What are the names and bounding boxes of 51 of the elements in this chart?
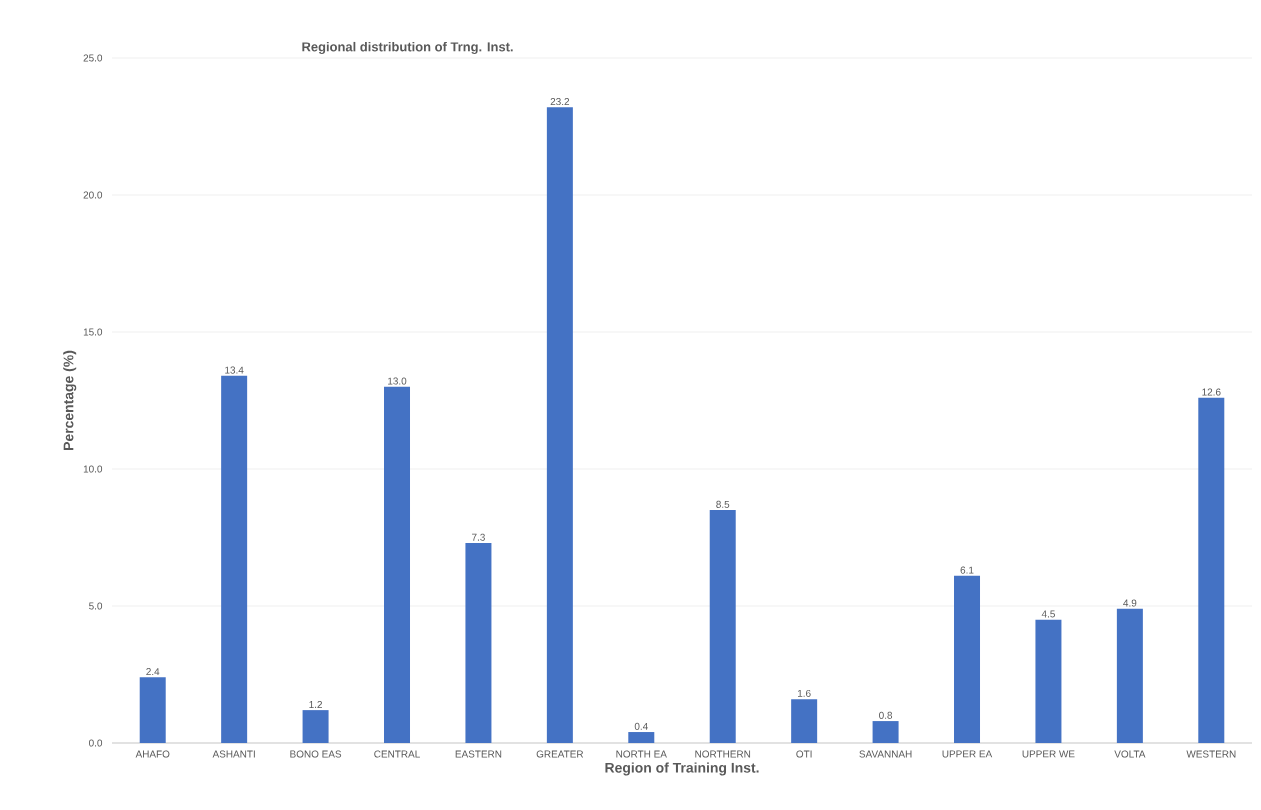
data-label: 8.5 <box>716 500 730 508</box>
bar <box>465 542 492 743</box>
x-tick-label: OTI <box>796 750 812 758</box>
x-tick-label: WESTERN <box>1186 750 1236 758</box>
bar <box>221 375 248 743</box>
x-tick-label: AHAFO <box>135 750 170 758</box>
y-tick-label: 15.0 <box>83 328 103 336</box>
x-tick-label: CENTRAL <box>374 750 420 758</box>
y-axis-title: Percentage (%) <box>63 350 77 450</box>
x-tick-label: UPPER EA <box>942 750 993 758</box>
x-tick-label: BONO EAS <box>290 750 342 758</box>
x-tick-label: UPPER WE <box>1022 750 1075 758</box>
bar <box>546 107 573 743</box>
data-label: 12.6 <box>1202 388 1221 396</box>
data-label: 4.9 <box>1123 599 1137 607</box>
data-label: 0.4 <box>634 722 648 730</box>
data-label: 2.4 <box>146 668 160 676</box>
y-tick-label: 25.0 <box>83 54 103 62</box>
bar <box>384 386 410 743</box>
y-tick-label: 5.0 <box>89 602 103 610</box>
x-tick-label: SAVANNAH <box>859 750 912 758</box>
x-tick-label: ASHANTI <box>212 750 255 758</box>
bar <box>628 732 655 743</box>
bar <box>1035 619 1062 743</box>
bar <box>872 721 899 743</box>
bar <box>954 575 981 743</box>
bar <box>1198 397 1225 743</box>
bar <box>302 710 329 743</box>
x-tick-label: NORTH EA <box>616 750 667 758</box>
data-label: 7.3 <box>472 533 485 541</box>
x-tick-label: EASTERN <box>455 750 502 758</box>
data-label: 4.5 <box>1041 610 1055 618</box>
bar <box>709 510 736 743</box>
y-tick-label: 20.0 <box>83 191 103 199</box>
x-tick-label: GREATER <box>536 750 584 758</box>
data-label: 0.8 <box>879 711 893 719</box>
y-tick-label: 10.0 <box>83 465 103 473</box>
bar <box>1116 608 1143 743</box>
data-label: 13.4 <box>225 366 244 374</box>
data-label: 23.2 <box>550 98 570 106</box>
x-tick-label: VOLTA <box>1114 750 1146 758</box>
x-tick-label: NORTHERN <box>695 750 751 758</box>
data-label: 1.2 <box>309 700 323 708</box>
data-label: 1.6 <box>797 689 811 697</box>
data-label: 6.1 <box>960 566 974 574</box>
data-label: 13.0 <box>388 377 407 385</box>
chart-title: Regional distribution of Trng. Inst. <box>302 41 513 55</box>
bar <box>139 677 166 743</box>
y-tick-label: 0.0 <box>89 739 103 747</box>
x-axis-title: Region of Training Inst. <box>605 762 759 776</box>
bar <box>791 699 818 743</box>
